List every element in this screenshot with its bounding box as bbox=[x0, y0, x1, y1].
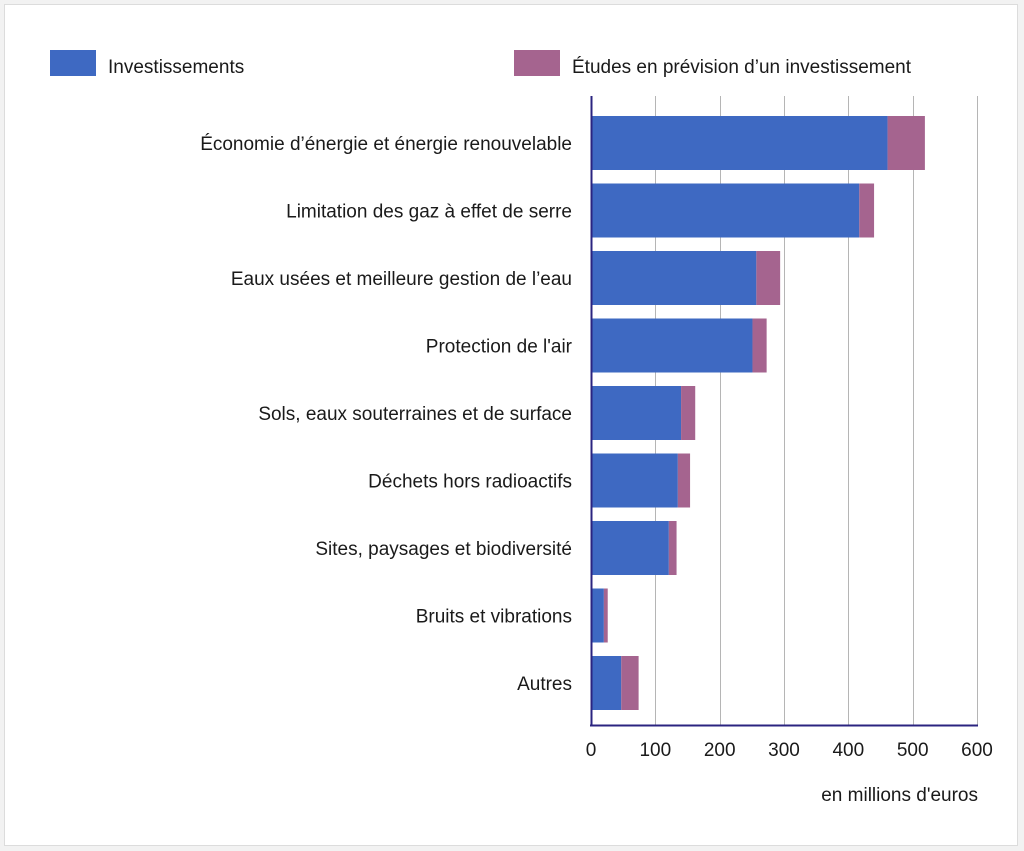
bar-investissements-6 bbox=[591, 521, 669, 575]
x-axis-title: en millions d'euros bbox=[821, 785, 978, 806]
bar-etudes-1 bbox=[859, 183, 875, 238]
bar-investissements-2 bbox=[591, 251, 757, 305]
bar-etudes-7 bbox=[603, 588, 608, 643]
category-label: Protection de l'air bbox=[426, 337, 573, 358]
bar-etudes-4 bbox=[681, 386, 696, 440]
x-tick-label: 600 bbox=[961, 740, 993, 761]
legend-label-etudes: Études en prévision d’un investissement bbox=[572, 57, 912, 78]
bar-etudes-5 bbox=[677, 453, 691, 508]
bar-investissements-7 bbox=[591, 588, 604, 643]
bar-etudes-6 bbox=[668, 521, 677, 575]
x-tick-label: 400 bbox=[832, 740, 864, 761]
bar-investissements-0 bbox=[591, 116, 888, 170]
bar-investissements-1 bbox=[591, 183, 860, 238]
bar-etudes-8 bbox=[621, 656, 639, 710]
bar-etudes-0 bbox=[887, 116, 925, 170]
category-label: Eaux usées et meilleure gestion de l’eau bbox=[231, 269, 572, 290]
bars bbox=[591, 116, 925, 710]
x-tick-label: 300 bbox=[768, 740, 800, 761]
category-label: Bruits et vibrations bbox=[416, 607, 572, 628]
bar-investissements-3 bbox=[591, 318, 753, 373]
category-label: Autres bbox=[517, 674, 572, 695]
category-label: Sites, paysages et biodiversité bbox=[315, 539, 572, 560]
x-tick-labels: 0 100 200 300 400 500 600 bbox=[586, 740, 993, 761]
category-labels: Économie d’énergie et énergie renouvelab… bbox=[200, 134, 572, 695]
bar-investissements-4 bbox=[591, 386, 682, 440]
bar-etudes-3 bbox=[752, 318, 767, 373]
category-label: Économie d’énergie et énergie renouvelab… bbox=[200, 134, 572, 155]
category-label: Déchets hors radioactifs bbox=[368, 472, 572, 493]
legend-swatch-investissements bbox=[50, 50, 96, 76]
legend-label-investissements: Investissements bbox=[108, 57, 244, 78]
bar-investissements-5 bbox=[591, 453, 678, 508]
bar-etudes-2 bbox=[756, 251, 781, 305]
axes bbox=[590, 96, 978, 727]
bar-investissements-8 bbox=[591, 656, 622, 710]
category-label: Sols, eaux souterraines et de surface bbox=[258, 404, 572, 425]
legend-swatch-etudes bbox=[514, 50, 560, 76]
x-tick-label: 200 bbox=[704, 740, 736, 761]
legend: Investissements Études en prévision d’un… bbox=[50, 50, 912, 78]
x-tick-label: 100 bbox=[639, 740, 671, 761]
category-label: Limitation des gaz à effet de serre bbox=[286, 202, 572, 223]
x-tick-label: 0 bbox=[586, 740, 597, 761]
x-tick-label: 500 bbox=[897, 740, 929, 761]
